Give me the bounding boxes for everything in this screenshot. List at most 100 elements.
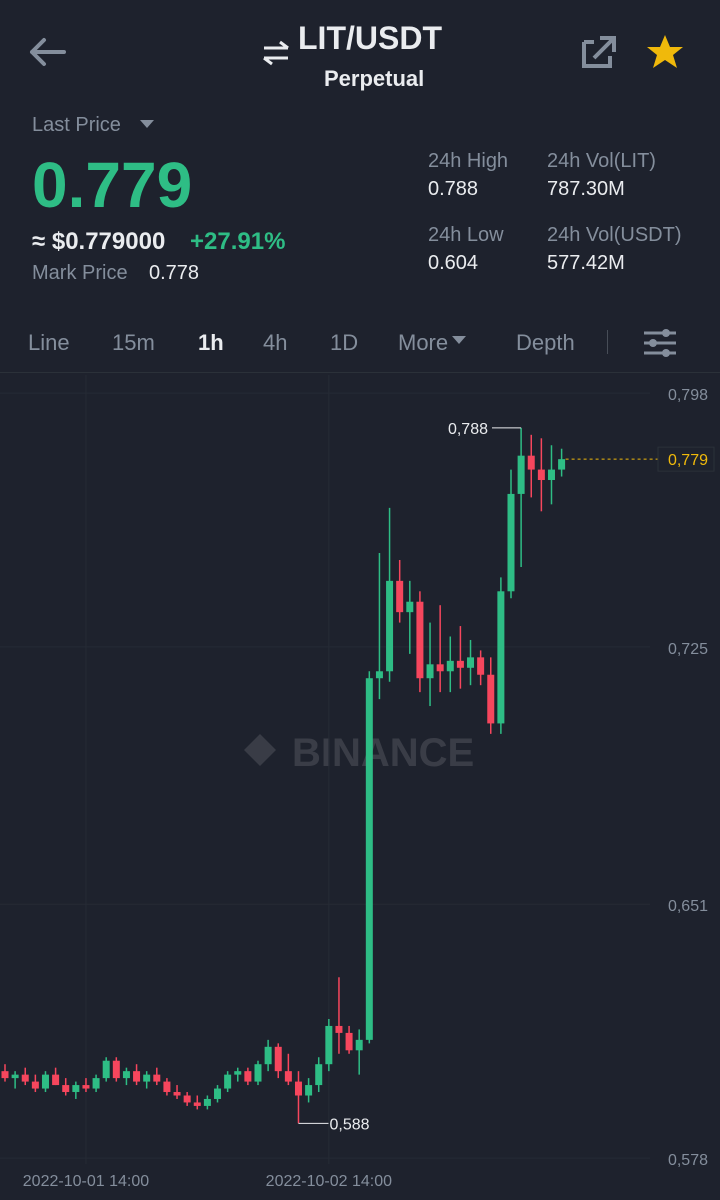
- candle-body: [203, 1098, 211, 1106]
- candle-body: [456, 660, 464, 668]
- swap-icon[interactable]: [260, 40, 292, 66]
- candle-body: [153, 1074, 161, 1082]
- x-tick-label: 2022-10-01 14:00: [23, 1173, 149, 1190]
- price-change: +27.91%: [190, 228, 286, 255]
- candle-body: [234, 1071, 242, 1075]
- last-price: 0.779: [32, 149, 193, 221]
- candle-body: [507, 493, 515, 592]
- candle-body: [436, 664, 444, 672]
- candle-body: [82, 1085, 90, 1089]
- x-tick-label: 2022-10-02 14:00: [266, 1173, 392, 1190]
- interval-tab[interactable]: 4h: [263, 330, 288, 355]
- candle-body: [72, 1085, 80, 1093]
- y-tick-label: 0,651: [668, 898, 708, 915]
- last-price-label: 0,779: [668, 452, 708, 469]
- candle-body: [305, 1085, 313, 1096]
- last-price-label[interactable]: Last Price: [32, 114, 121, 136]
- candle-body: [537, 469, 545, 481]
- candle-body: [426, 664, 434, 679]
- interval-tab[interactable]: Line: [28, 330, 70, 355]
- watermark: BINANCE: [292, 731, 474, 775]
- candle-body: [558, 459, 566, 470]
- candle-body: [284, 1071, 292, 1082]
- candle-body: [274, 1046, 282, 1072]
- candle-body: [163, 1081, 171, 1093]
- share-button[interactable]: [580, 34, 618, 70]
- candle-body: [52, 1074, 60, 1086]
- interval-tab[interactable]: More: [398, 330, 449, 355]
- stat-value: 0.604: [428, 252, 479, 274]
- candle-body: [254, 1064, 262, 1082]
- stat-value: 0.788: [428, 178, 479, 200]
- candle-body: [416, 601, 424, 679]
- candle-body: [365, 678, 373, 1040]
- candle-body: [477, 657, 485, 675]
- stat-label: 24h Low: [428, 224, 504, 246]
- mark-price-label: Mark Price: [32, 262, 128, 284]
- candle-body: [122, 1071, 130, 1079]
- interval-tab[interactable]: 15m: [112, 330, 155, 355]
- candle-body: [21, 1074, 29, 1082]
- back-button[interactable]: [28, 36, 68, 68]
- chart-settings[interactable]: [642, 326, 678, 360]
- watermark-logo: [244, 734, 276, 766]
- low-marker-label: 0,588: [329, 1116, 369, 1133]
- candle-body: [355, 1039, 363, 1051]
- favorite-star[interactable]: [646, 34, 684, 70]
- candle-body: [112, 1060, 120, 1079]
- candle-body: [375, 671, 383, 679]
- tab-divider: [607, 330, 608, 354]
- contract-type: Perpetual: [324, 66, 425, 91]
- interval-tab[interactable]: 1D: [330, 330, 359, 355]
- pair-title[interactable]: LIT/USDT: [298, 20, 442, 56]
- candle-body: [11, 1074, 19, 1079]
- candle-body: [62, 1085, 70, 1093]
- candle-body: [224, 1074, 232, 1089]
- y-tick-label: 0,798: [668, 387, 708, 404]
- candle-body: [517, 455, 525, 494]
- candle-body: [244, 1071, 252, 1082]
- stat-label: 24h High: [428, 150, 509, 172]
- y-tick-label: 0,578: [668, 1152, 708, 1169]
- candle-body: [143, 1074, 151, 1082]
- candle-body: [102, 1060, 110, 1079]
- candle-body: [386, 580, 394, 672]
- interval-tab[interactable]: 1h: [198, 330, 224, 355]
- stat-label: 24h Vol(LIT): [547, 150, 656, 172]
- dropdown-caret: [140, 120, 154, 128]
- candle-body: [41, 1074, 49, 1089]
- candle-body: [214, 1088, 222, 1099]
- mark-price: 0.778: [149, 262, 200, 284]
- stat-value: 577.42M: [547, 252, 625, 274]
- high-marker-label: 0,788: [448, 421, 488, 438]
- candle-body: [406, 601, 414, 613]
- candle-body: [183, 1095, 191, 1103]
- candle-body: [487, 674, 495, 724]
- candle-body: [193, 1102, 201, 1106]
- candle-body: [345, 1032, 353, 1051]
- candle-body: [396, 580, 404, 613]
- candle-body: [1, 1071, 9, 1079]
- stat-value: 787.30M: [547, 178, 625, 200]
- candle-body: [173, 1092, 181, 1096]
- candle-body: [92, 1078, 100, 1089]
- candle-body: [497, 591, 505, 724]
- candle-body: [467, 657, 475, 668]
- candle-body: [325, 1025, 333, 1065]
- candle-body: [264, 1046, 272, 1065]
- candle-body: [315, 1064, 323, 1086]
- candle-body: [294, 1081, 302, 1096]
- more-caret: [452, 336, 466, 344]
- divider: [0, 372, 720, 373]
- y-tick-label: 0,725: [668, 641, 708, 658]
- candle-body: [446, 660, 454, 672]
- usd-price: ≈ $0.779000: [32, 228, 166, 255]
- last-price-box: [657, 446, 715, 472]
- interval-tab[interactable]: Depth: [516, 330, 575, 355]
- candle-body: [133, 1071, 141, 1082]
- stat-label: 24h Vol(USDT): [547, 224, 682, 246]
- candle-body: [31, 1081, 39, 1089]
- candle-body: [335, 1025, 343, 1033]
